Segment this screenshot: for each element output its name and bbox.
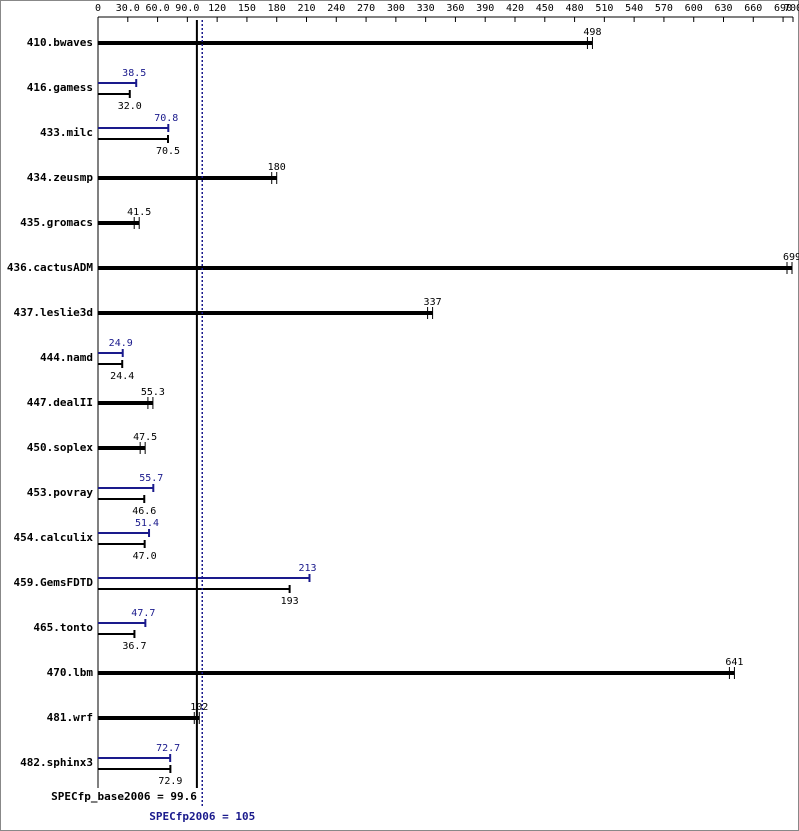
x-tick-label: 570 [655, 3, 673, 14]
value-label: 72.7 [156, 743, 180, 754]
value-label: 337 [424, 297, 442, 308]
category-label: 453.povray [27, 486, 94, 499]
category-label: 482.sphinx3 [20, 756, 93, 769]
x-tick-label: 630 [714, 3, 732, 14]
value-label: 498 [583, 27, 601, 38]
reference-label: SPECfp_base2006 = 99.6 [51, 790, 197, 803]
x-tick-label: 450 [536, 3, 554, 14]
category-label: 437.leslie3d [14, 306, 93, 319]
category-label: 435.gromacs [20, 216, 93, 229]
value-label: 38.5 [122, 68, 146, 79]
x-tick-label: 390 [476, 3, 494, 14]
value-label: 55.3 [141, 387, 165, 398]
category-label: 410.bwaves [27, 36, 93, 49]
x-tick-label: 690 [774, 3, 792, 14]
value-label: 47.0 [133, 551, 157, 562]
value-label: 72.9 [158, 776, 182, 787]
x-tick-label: 60.0 [146, 3, 170, 14]
value-label: 213 [298, 563, 316, 574]
x-tick-label: 600 [685, 3, 703, 14]
value-label: 51.4 [135, 518, 159, 529]
x-tick-label: 270 [357, 3, 375, 14]
x-tick-label: 210 [297, 3, 315, 14]
value-label: 699 [783, 252, 799, 263]
x-tick-label: 480 [566, 3, 584, 14]
x-tick-label: 540 [625, 3, 643, 14]
category-label: 459.GemsFDTD [14, 576, 94, 589]
x-tick-label: 660 [744, 3, 762, 14]
category-label: 450.soplex [27, 441, 94, 454]
category-label: 481.wrf [47, 711, 93, 724]
value-label: 70.5 [156, 146, 180, 157]
category-label: 434.zeusmp [27, 171, 94, 184]
value-label: 70.8 [154, 113, 178, 124]
x-tick-label: 180 [268, 3, 286, 14]
value-label: 641 [725, 657, 743, 668]
category-label: 465.tonto [33, 621, 93, 634]
value-label: 47.7 [131, 608, 155, 619]
x-tick-label: 0 [95, 3, 101, 14]
value-label: 180 [268, 162, 286, 173]
value-label: 55.7 [139, 473, 163, 484]
value-label: 41.5 [127, 207, 151, 218]
x-tick-label: 240 [327, 3, 345, 14]
x-tick-label: 90.0 [175, 3, 199, 14]
x-tick-label: 30.0 [116, 3, 140, 14]
value-label: 46.6 [132, 506, 156, 517]
value-label: 24.9 [109, 338, 133, 349]
x-tick-label: 510 [595, 3, 613, 14]
value-label: 24.4 [110, 371, 134, 382]
x-tick-label: 120 [208, 3, 226, 14]
x-tick-label: 360 [446, 3, 464, 14]
category-label: 447.dealII [27, 396, 93, 409]
value-label: 193 [281, 596, 299, 607]
x-tick-label: 150 [238, 3, 256, 14]
value-label: 47.5 [133, 432, 157, 443]
category-label: 444.namd [40, 351, 93, 364]
category-label: 416.gamess [27, 81, 93, 94]
category-label: 433.milc [40, 126, 93, 139]
category-label: 470.lbm [47, 666, 94, 679]
reference-label: SPECfp2006 = 105 [149, 810, 255, 823]
value-label: 32.0 [118, 101, 142, 112]
x-tick-label: 300 [387, 3, 405, 14]
x-tick-label: 420 [506, 3, 524, 14]
value-label: 102 [190, 702, 208, 713]
x-tick-label: 330 [417, 3, 435, 14]
x-tick-label: 700 [784, 3, 799, 14]
category-label: 436.cactusADM [7, 261, 93, 274]
category-label: 454.calculix [14, 531, 94, 544]
value-label: 36.7 [122, 641, 146, 652]
